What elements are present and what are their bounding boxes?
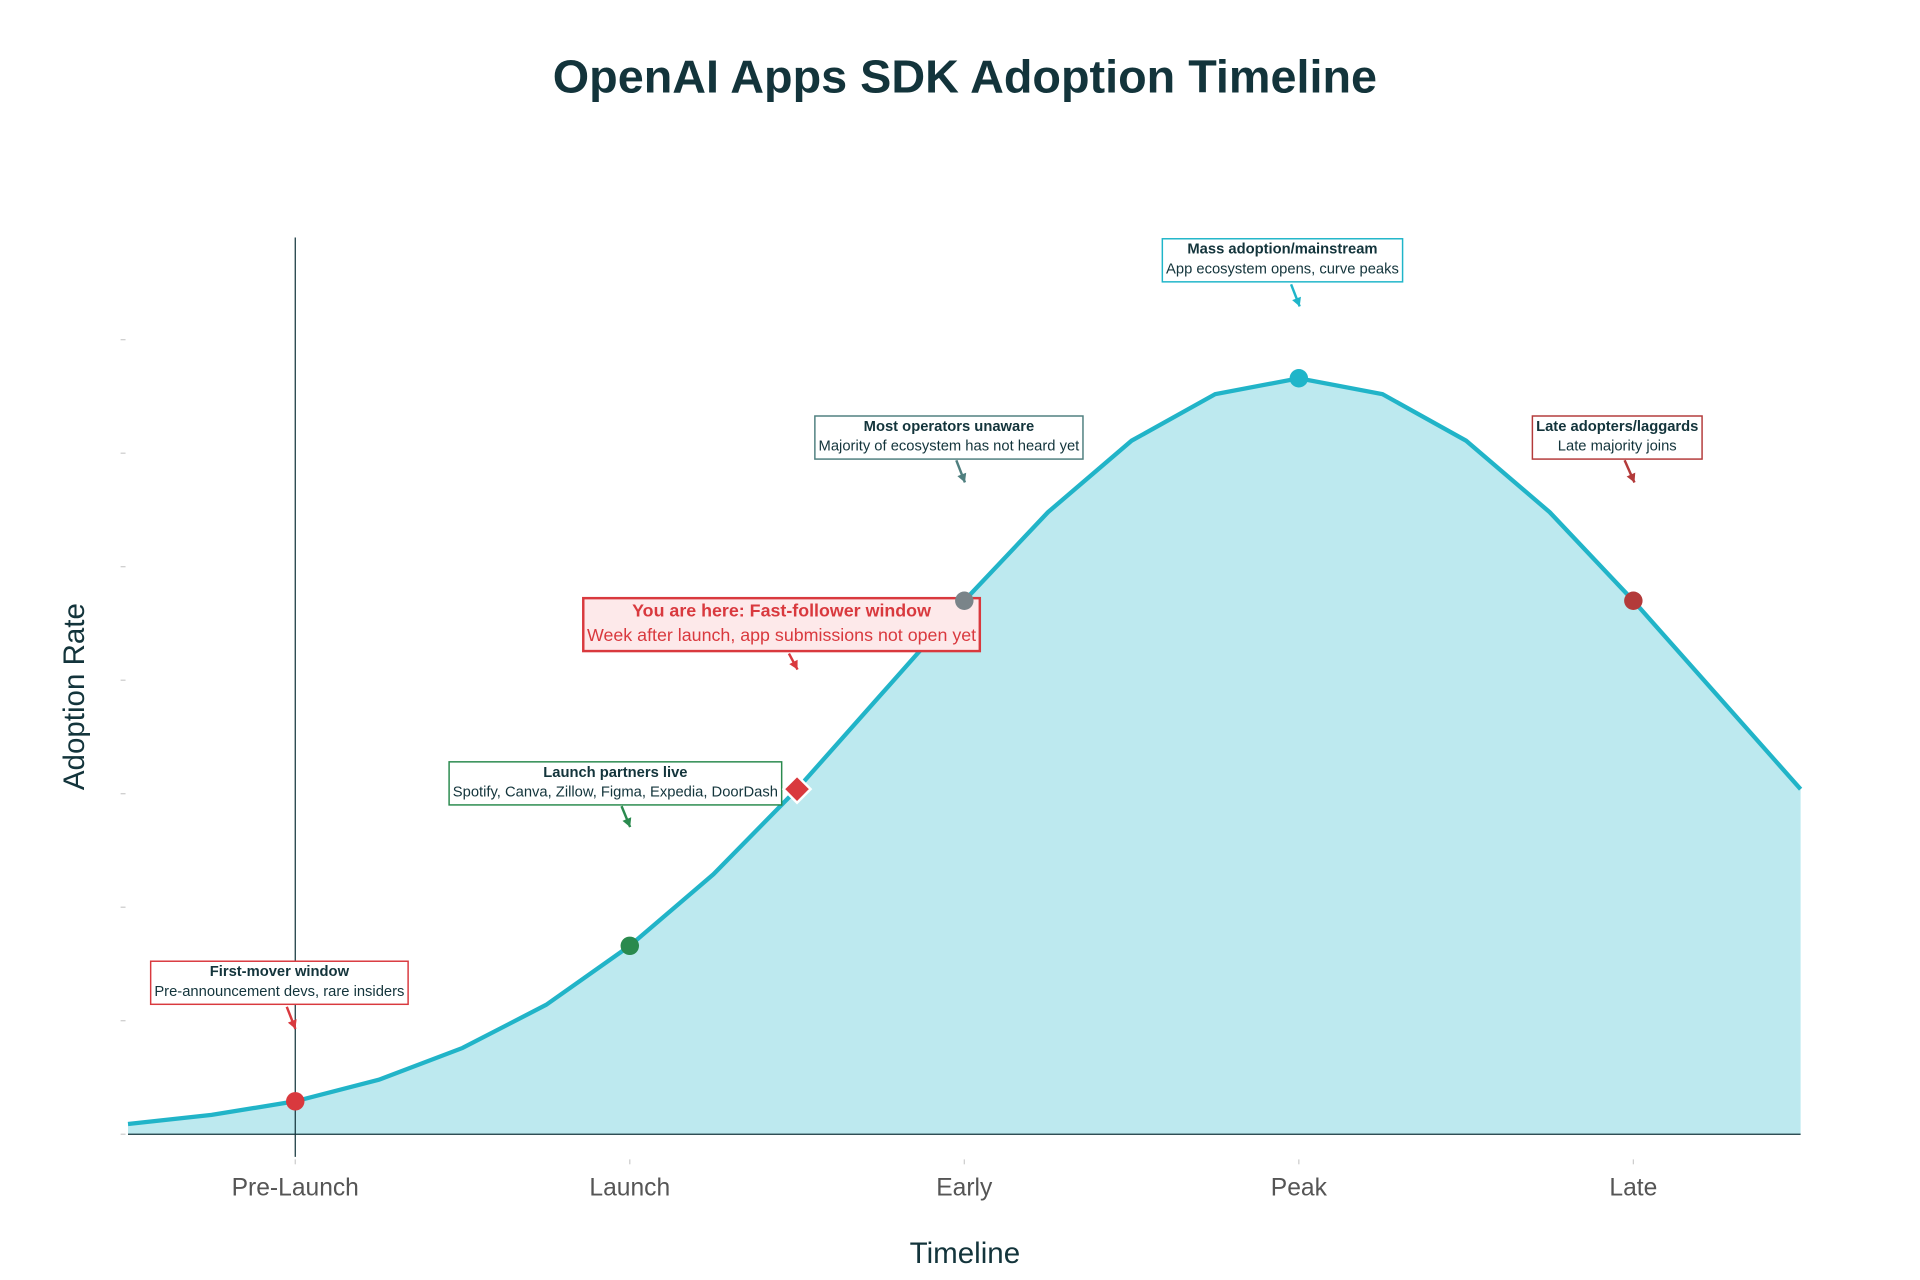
x-tick-label: Pre-Launch	[232, 1174, 359, 1201]
x-axis-title: Timeline	[910, 1237, 1020, 1270]
annotation-text: Pre-announcement devs, rare insiders	[154, 984, 404, 1000]
marker	[1289, 369, 1309, 388]
marker	[955, 591, 974, 610]
annotation-title: Mass adoption/mainstream	[1187, 242, 1377, 258]
chart-title: OpenAI Apps SDK Adoption Timeline	[553, 50, 1377, 102]
annotation-arrowhead	[1626, 472, 1636, 483]
annotation-arrowhead	[287, 1019, 297, 1029]
annotation-box	[1531, 415, 1703, 460]
annotation-text: Week after launch, app submissions not o…	[587, 625, 976, 645]
area-fill	[128, 378, 1801, 1135]
x-tick-label: Peak	[1271, 1174, 1328, 1201]
annotation-title: Late adopters/laggards	[1536, 419, 1698, 435]
marker	[781, 773, 813, 805]
marker	[286, 1092, 305, 1111]
annotation-box	[149, 960, 409, 1006]
annotation-box	[814, 415, 1084, 460]
marker	[620, 936, 640, 956]
annotation-arrowhead	[1292, 296, 1301, 307]
annotation-arrowhead	[957, 472, 967, 483]
annotation-text: Spotify, Canva, Zillow, Figma, Expedia, …	[453, 785, 778, 801]
annotation-title: You are here: Fast-follower window	[632, 600, 931, 620]
annotation-box	[448, 761, 783, 806]
marker	[1624, 591, 1643, 610]
annotation-title: Most operators unaware	[864, 419, 1034, 435]
annotation-text: Majority of ecosystem has not heard yet	[819, 439, 1080, 455]
x-tick-label: Launch	[589, 1174, 670, 1201]
annotation-text: Late majority joins	[1558, 439, 1677, 455]
annotation-box	[582, 596, 982, 653]
y-axis-title: Adoption Rate	[58, 603, 91, 790]
annotation-title: First-mover window	[210, 964, 350, 980]
x-tick-label: Late	[1609, 1174, 1657, 1201]
annotation-arrowhead	[622, 817, 632, 828]
x-tick-label: Early	[936, 1174, 993, 1201]
annotation-box	[1161, 238, 1404, 283]
annotation-title: Launch partners live	[543, 765, 687, 781]
annotation-text: App ecosystem opens, curve peaks	[1166, 261, 1399, 277]
annotation-arrowhead	[789, 659, 798, 670]
